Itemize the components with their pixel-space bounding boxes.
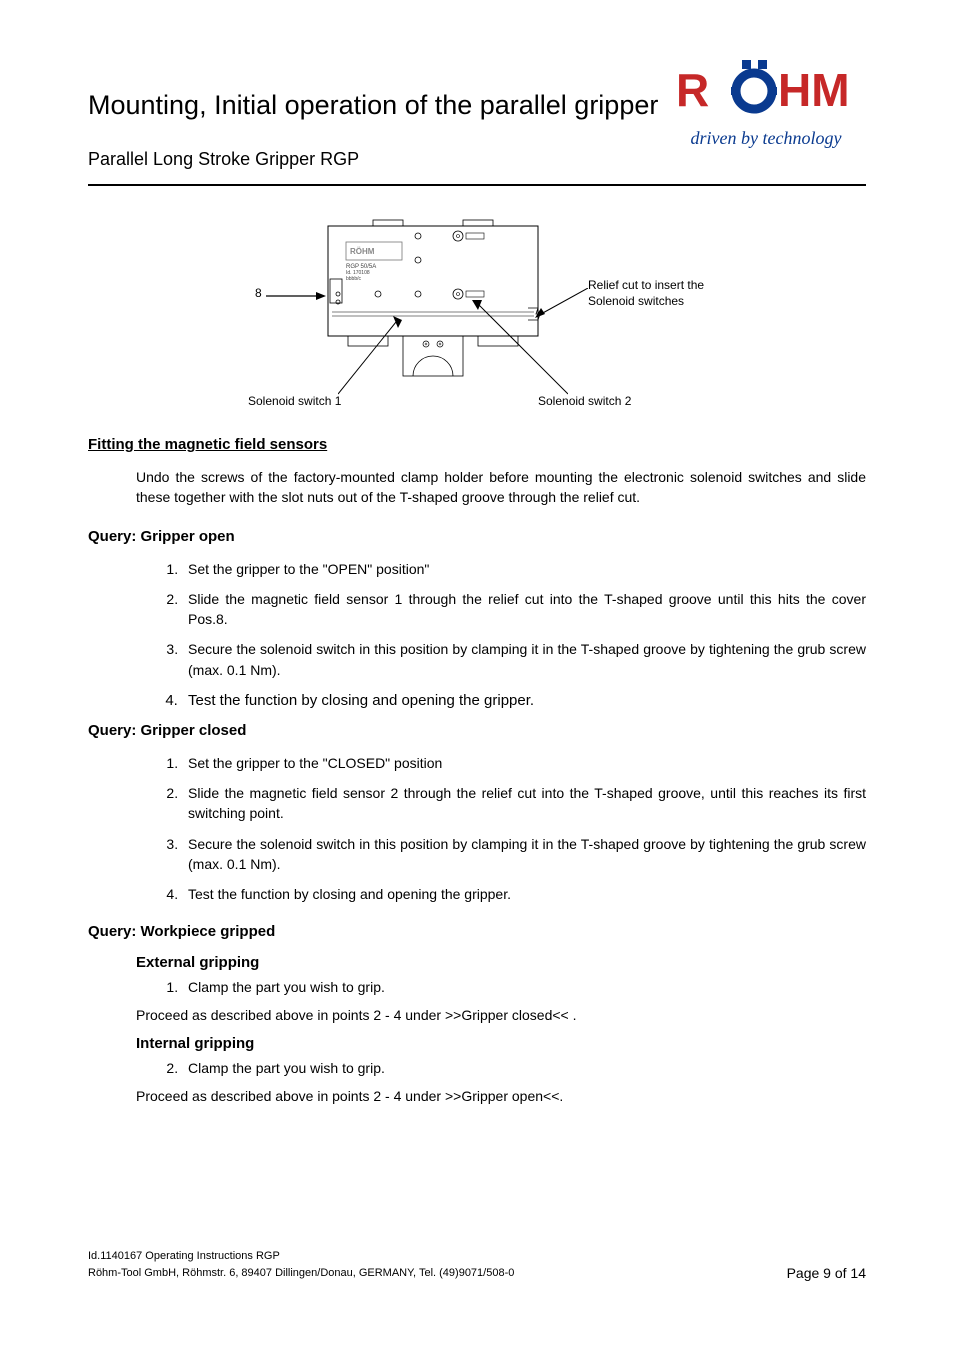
step-open-1: Set the gripper to the "OPEN" position" <box>182 559 866 579</box>
diagram-plate-serial: bbbb/c <box>346 276 362 282</box>
header-rule <box>88 184 866 186</box>
step-closed-4: Test the function by closing and opening… <box>182 884 866 904</box>
footer-doc-id: Id.1140167 Operating Instructions RGP <box>88 1248 514 1265</box>
steps-external: Clamp the part you wish to grip. <box>88 977 866 997</box>
footer-company: Röhm-Tool GmbH, Röhmstr. 6, 89407 Dillin… <box>88 1265 514 1282</box>
heading-closed: Query: Gripper closed <box>88 722 866 739</box>
heading-open: Query: Gripper open <box>88 528 866 545</box>
step-closed-3: Secure the solenoid switch in this posit… <box>182 834 866 875</box>
step-closed-1: Set the gripper to the "CLOSED" position <box>182 753 866 773</box>
footer-page-number: Page 9 of 14 <box>787 1265 866 1281</box>
page-subtitle: Parallel Long Stroke Gripper RGP <box>88 149 666 170</box>
step-open-3: Secure the solenoid switch in this posit… <box>182 639 866 680</box>
step-open-4: Test the function by closing and opening… <box>182 690 866 712</box>
steps-internal: Clamp the part you wish to grip. <box>88 1058 866 1078</box>
proceed-external: Proceed as described above in points 2 -… <box>136 1007 866 1023</box>
heading-fitting: Fitting the magnetic field sensors <box>88 436 866 453</box>
step-external-1: Clamp the part you wish to grip. <box>182 977 866 997</box>
heading-external: External gripping <box>136 954 866 971</box>
step-closed-2: Slide the magnetic field sensor 2 throug… <box>182 783 866 824</box>
proceed-internal: Proceed as described above in points 2 -… <box>136 1088 866 1104</box>
diagram-label-pos8: 8 <box>255 286 262 300</box>
step-open-2: Slide the magnetic field sensor 1 throug… <box>182 589 866 630</box>
diagram-plate-brand: RÖHM <box>350 247 375 256</box>
page-title: Mounting, Initial operation of the paral… <box>88 90 666 121</box>
diagram-label-relief: Relief cut to insert the Solenoid switch… <box>588 278 748 309</box>
gripper-diagram: RÖHM RGP 50/5A Id. 170108 bbbb/c <box>88 216 866 416</box>
heading-workpiece: Query: Workpiece gripped <box>88 923 866 940</box>
step-internal-2: Clamp the part you wish to grip. <box>182 1058 866 1078</box>
brand-tagline: driven by technology <box>666 128 866 149</box>
diagram-label-switch1: Solenoid switch 1 <box>248 394 341 408</box>
steps-open: Set the gripper to the "OPEN" position" … <box>88 559 866 712</box>
svg-text:HM: HM <box>778 64 850 115</box>
para-fitting: Undo the screws of the factory-mounted c… <box>136 467 866 508</box>
heading-internal: Internal gripping <box>136 1035 866 1052</box>
steps-closed: Set the gripper to the "CLOSED" position… <box>88 753 866 905</box>
svg-text:R: R <box>676 64 709 115</box>
page-footer: Id.1140167 Operating Instructions RGP Rö… <box>88 1248 866 1281</box>
brand-logo: R HM driven by technology <box>666 60 866 149</box>
